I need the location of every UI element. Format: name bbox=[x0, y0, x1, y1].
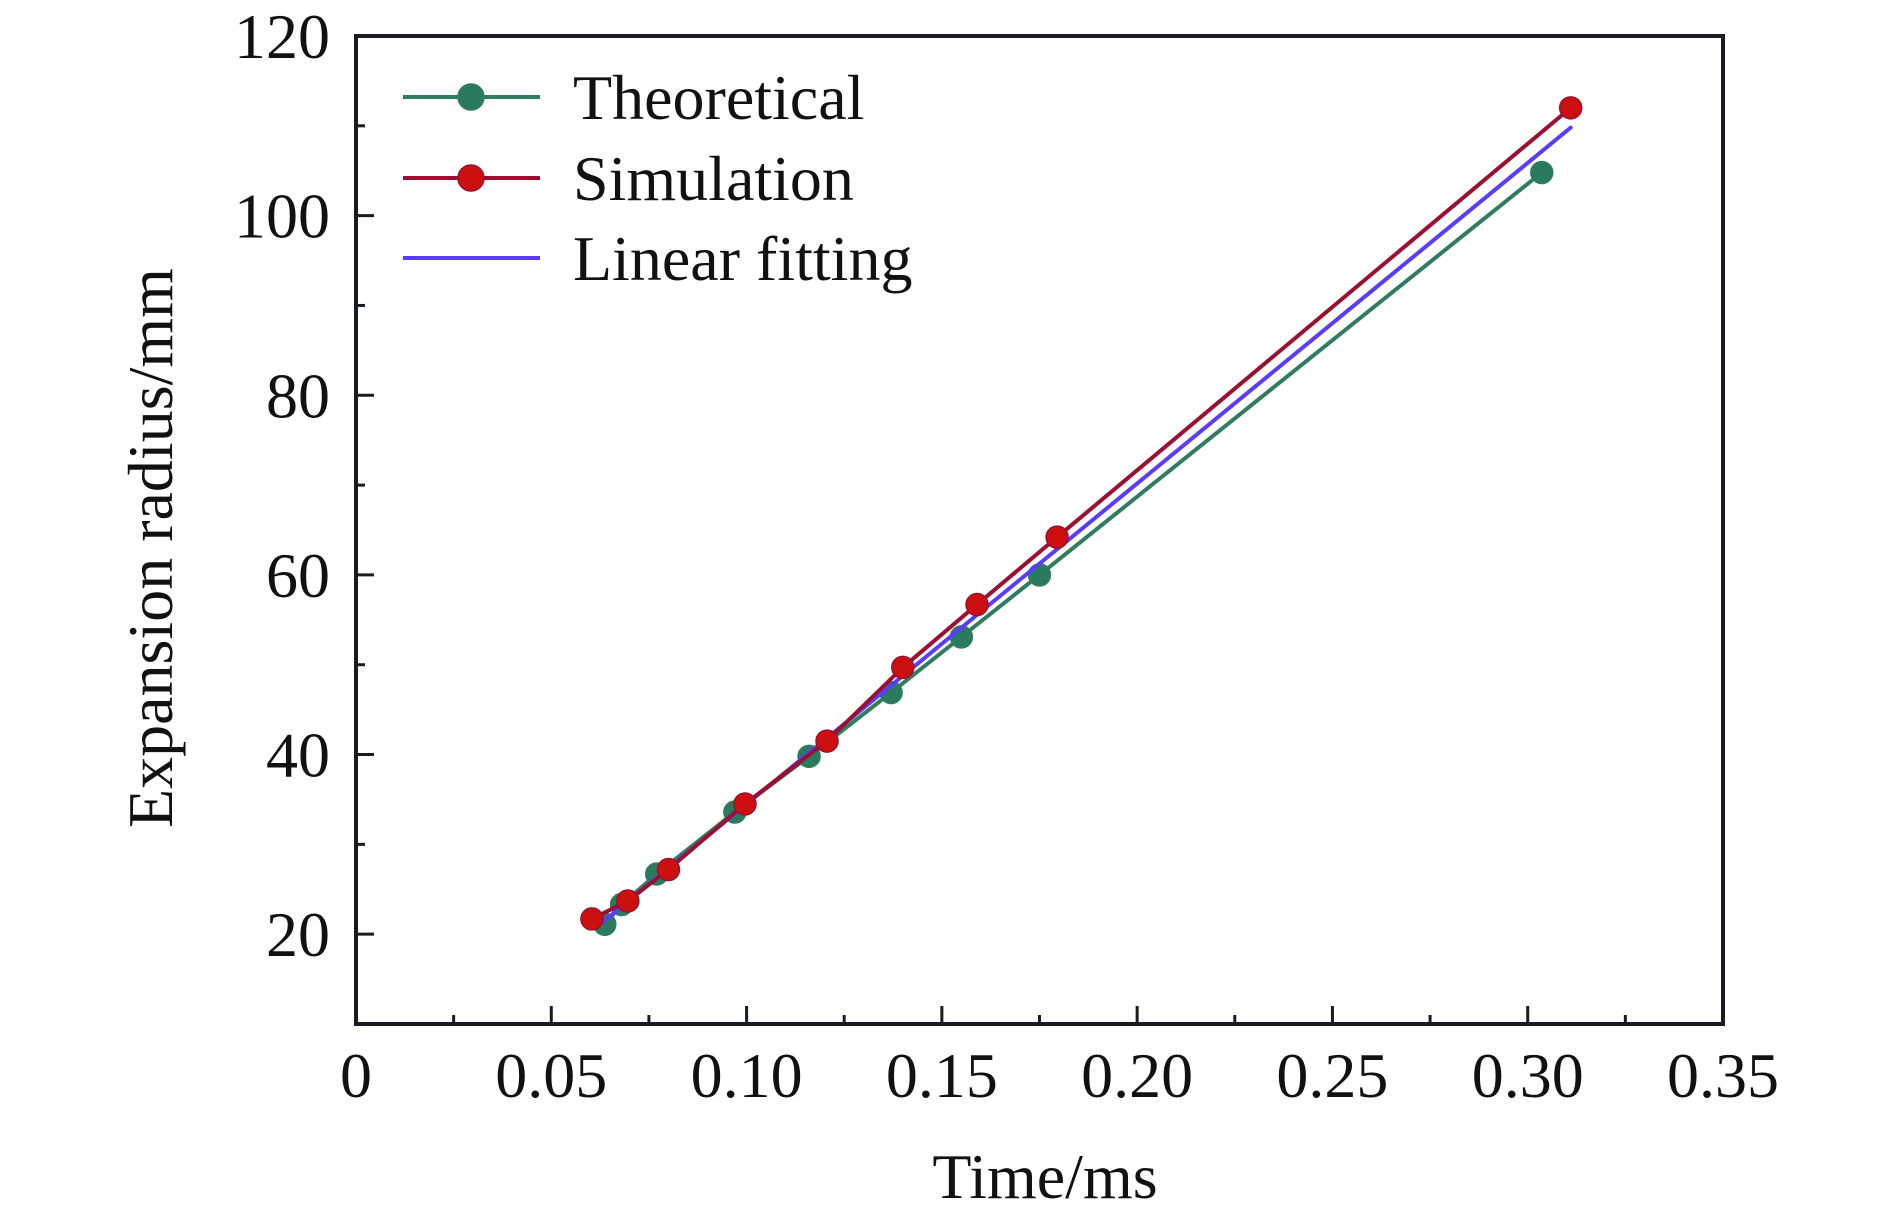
x-tick-label: 0.30 bbox=[1472, 1040, 1584, 1111]
data-point bbox=[656, 857, 681, 882]
data-point bbox=[1558, 96, 1583, 120]
y-tick-label: 100 bbox=[234, 181, 330, 252]
y-tick-label: 60 bbox=[266, 540, 330, 611]
legend-item: Simulation bbox=[403, 143, 854, 214]
data-point bbox=[616, 889, 640, 913]
legend-label: Theoretical bbox=[573, 62, 864, 133]
y-tick-label: 40 bbox=[266, 720, 330, 791]
legend-item: Linear fitting bbox=[403, 223, 912, 294]
series-simulation bbox=[580, 96, 1583, 931]
x-axis-title: Time/ms bbox=[932, 1141, 1157, 1212]
axis-ticks bbox=[356, 124, 1627, 1024]
legend-marker bbox=[457, 83, 485, 111]
x-tick-label: 0.10 bbox=[691, 1040, 803, 1111]
y-axis-title: Expansion radius/mm bbox=[115, 268, 186, 828]
data-point bbox=[1027, 563, 1052, 587]
legend-marker bbox=[457, 164, 485, 192]
legend-item: Theoretical bbox=[403, 62, 864, 133]
x-tick-label: 0.05 bbox=[495, 1040, 607, 1111]
legend-label: Linear fitting bbox=[573, 223, 912, 294]
data-point bbox=[891, 655, 915, 680]
plot-border bbox=[354, 34, 1725, 1026]
data-point bbox=[733, 792, 757, 816]
data-point bbox=[1530, 160, 1554, 185]
series-layer bbox=[580, 96, 1583, 937]
data-point bbox=[965, 592, 989, 617]
data-point bbox=[580, 907, 604, 931]
y-tick-label: 20 bbox=[266, 899, 330, 970]
y-tick-label: 120 bbox=[234, 1, 330, 72]
x-tick-label: 0.15 bbox=[886, 1040, 998, 1111]
data-point bbox=[815, 729, 839, 753]
x-tick-label: 0.25 bbox=[1276, 1040, 1388, 1111]
y-tick-label: 80 bbox=[266, 360, 330, 431]
tick-labels: 0 0.05 0.10 0.15 0.20 0.25 0.30 0.35 20 40 60 80 100… bbox=[234, 1, 1779, 1111]
x-tick-label: 0.35 bbox=[1667, 1040, 1779, 1111]
legend: Theoretical Simulation Linear fitting bbox=[403, 62, 912, 294]
x-tick-label: 0 bbox=[340, 1040, 372, 1111]
plot-frame bbox=[354, 34, 1725, 1026]
legend-label: Simulation bbox=[573, 143, 854, 214]
data-point bbox=[1045, 525, 1069, 549]
x-tick-label: 0.20 bbox=[1081, 1040, 1193, 1111]
